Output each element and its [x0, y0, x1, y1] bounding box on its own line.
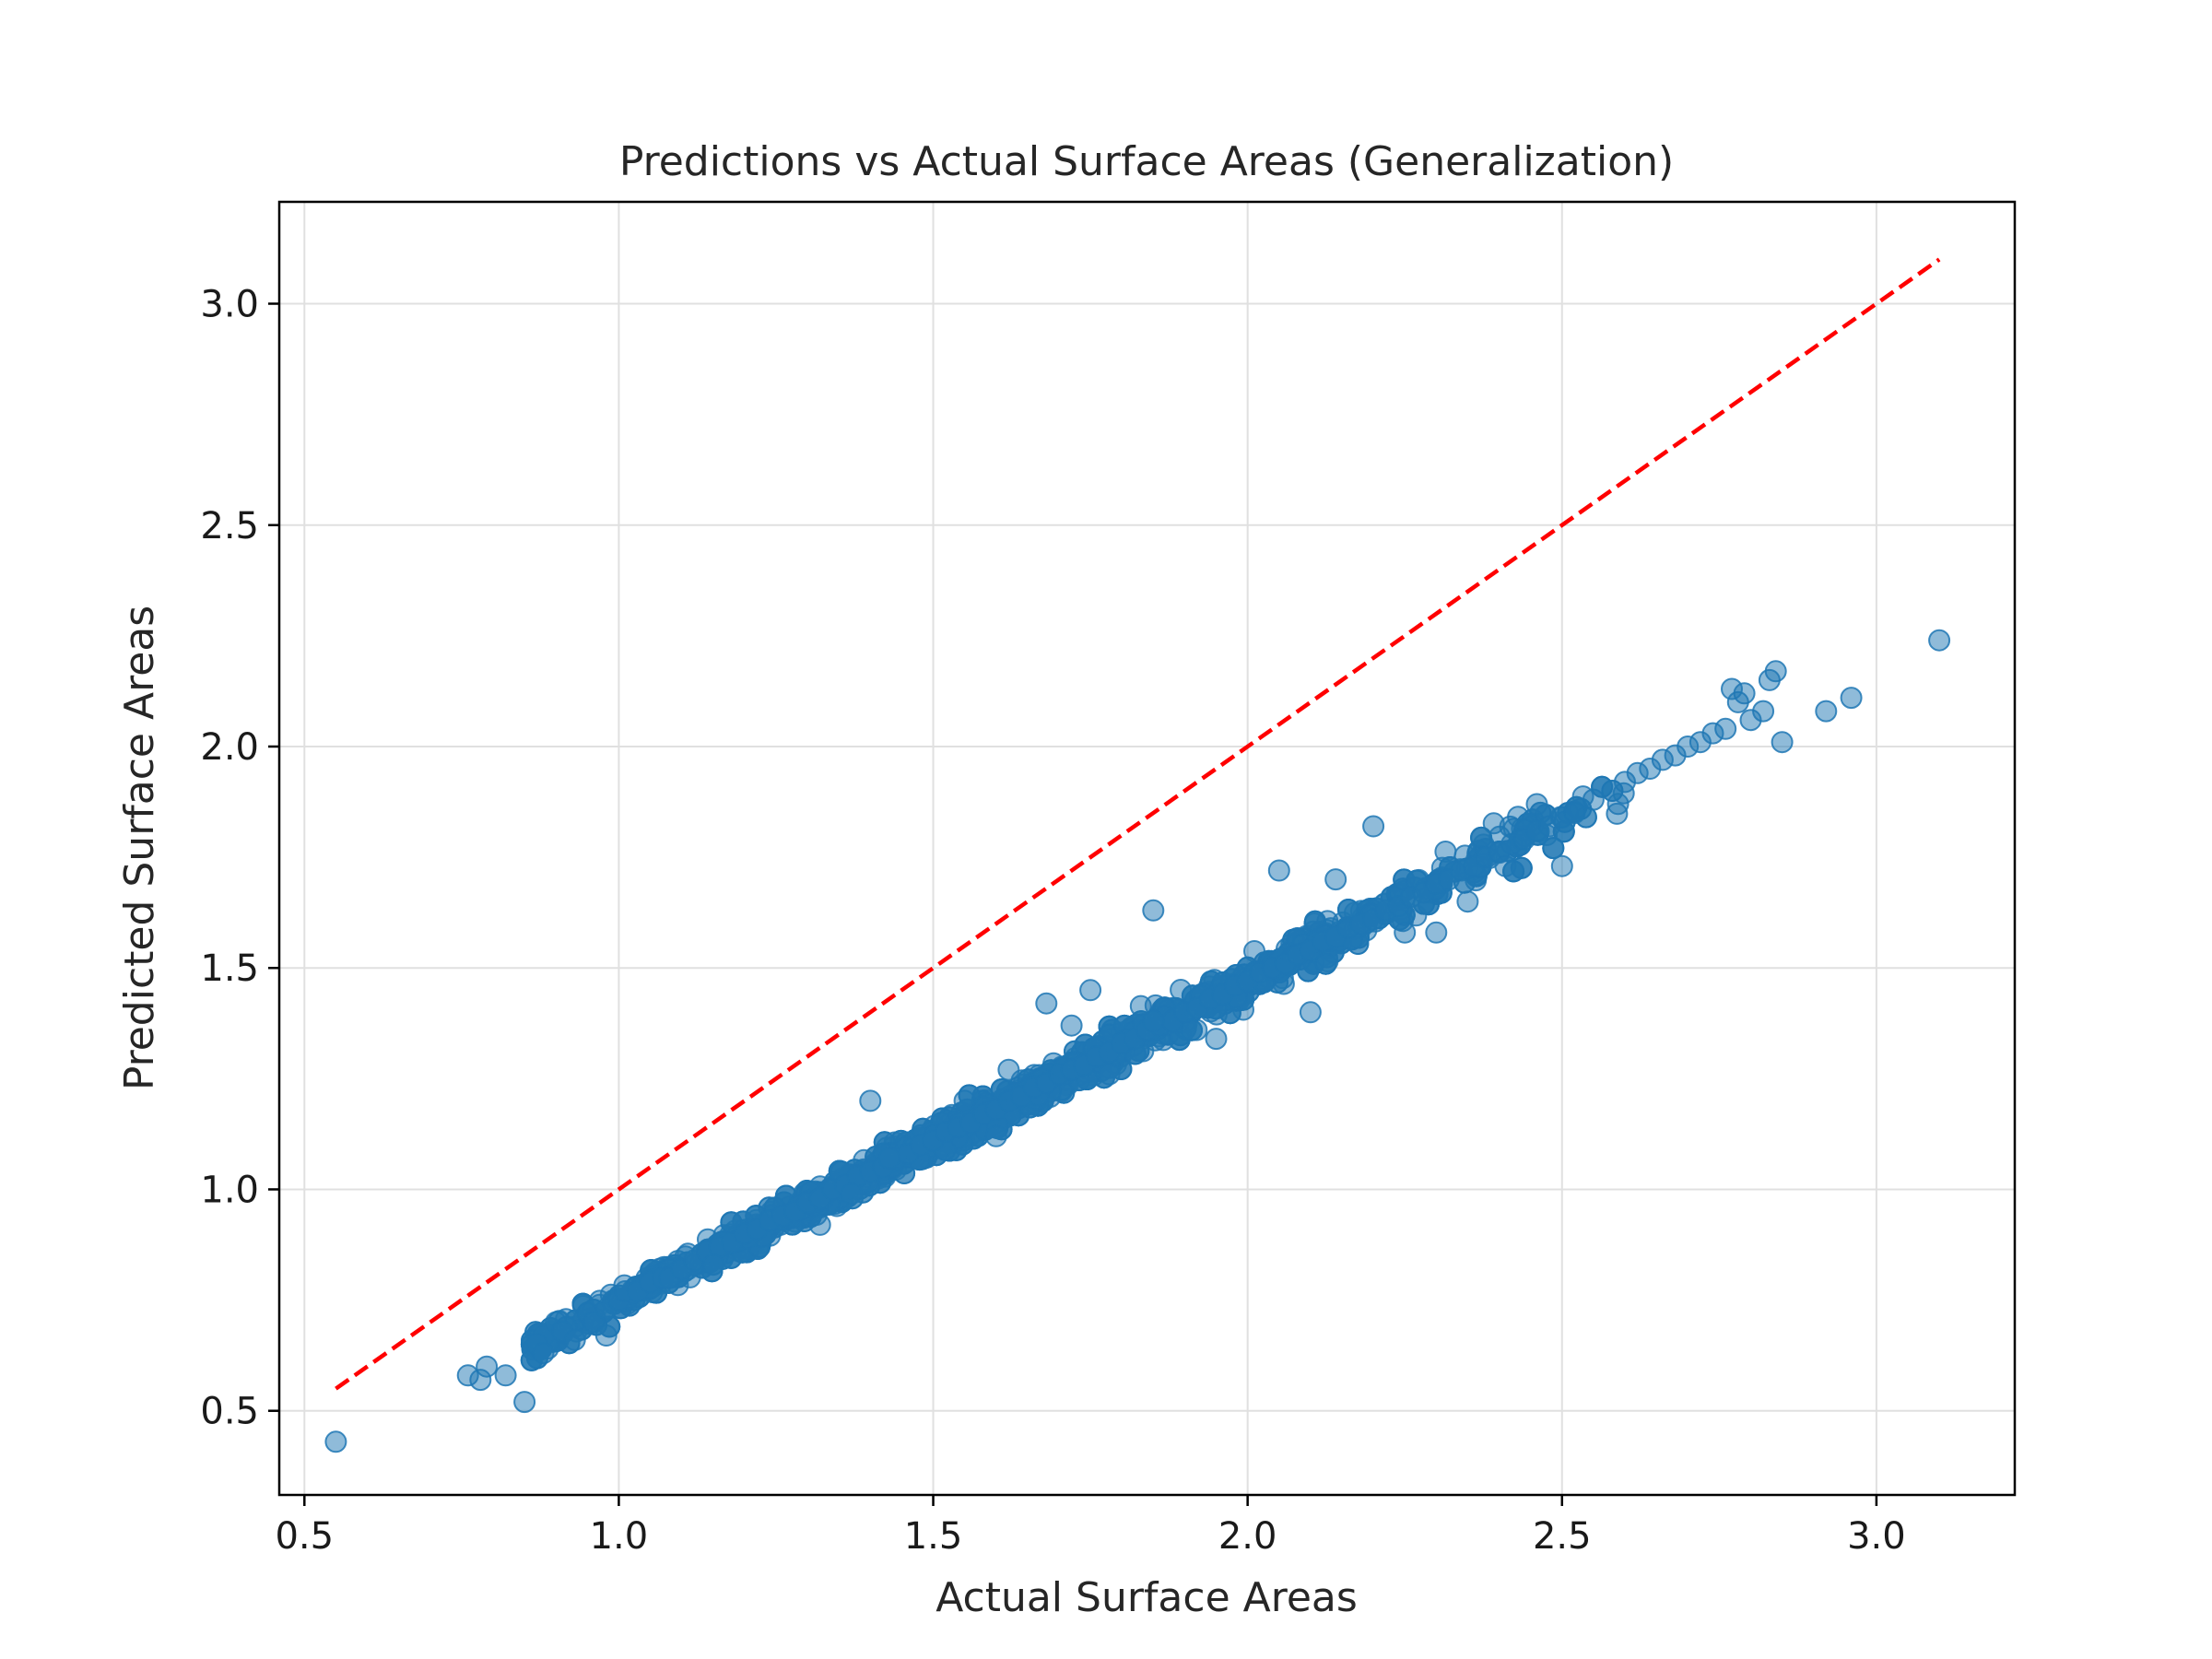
- y-axis-ticks: 0.5 1.0 1.5 2.0 2.5 3.0: [200, 284, 279, 1433]
- data-point: [1314, 952, 1337, 975]
- data-point: [808, 1213, 831, 1236]
- data-point: [859, 1089, 882, 1112]
- data-point: [1525, 793, 1548, 816]
- data-point: [1142, 899, 1165, 922]
- data-point: [563, 1328, 586, 1351]
- y-tick-label: 1.0: [200, 1169, 259, 1211]
- data-point: [1542, 837, 1565, 860]
- data-point: [1815, 700, 1838, 723]
- data-point: [701, 1253, 724, 1277]
- data-point: [1550, 854, 1573, 877]
- data-point: [324, 1430, 347, 1453]
- y-tick-label: 3.0: [200, 284, 259, 326]
- data-point: [476, 1355, 499, 1378]
- data-point: [1470, 826, 1493, 849]
- plot-frame: [277, 200, 2017, 1497]
- data-point: [840, 1182, 863, 1206]
- x-tick-label: 2.0: [1218, 1515, 1277, 1558]
- data-point: [1606, 802, 1629, 825]
- reference-line: [335, 257, 1941, 1391]
- data-point: [1079, 979, 1102, 1002]
- y-axis-label: Predicted Surface Areas: [116, 606, 163, 1090]
- data-point: [594, 1324, 618, 1347]
- identity-line: [335, 257, 1941, 1391]
- x-tick-label: 1.0: [590, 1515, 649, 1558]
- scatter-points: [324, 629, 1951, 1453]
- data-point: [1582, 788, 1605, 811]
- data-point: [1098, 1063, 1121, 1086]
- data-point: [1494, 854, 1517, 877]
- x-axis-ticks: 0.5 1.0 1.5 2.0 2.5 3.0: [275, 1495, 1906, 1558]
- data-point: [1394, 921, 1417, 944]
- data-point: [1456, 890, 1479, 913]
- data-point: [1714, 717, 1737, 740]
- data-point: [1205, 1028, 1228, 1051]
- data-point: [1425, 921, 1448, 944]
- data-point: [1840, 687, 1863, 710]
- data-point: [1764, 660, 1787, 683]
- x-tick-label: 2.5: [1533, 1515, 1592, 1558]
- data-point: [953, 1089, 976, 1112]
- data-point: [1752, 700, 1775, 723]
- x-tick-label: 3.0: [1847, 1515, 1906, 1558]
- x-tick-label: 0.5: [275, 1515, 334, 1558]
- y-tick-label: 2.5: [200, 505, 259, 547]
- y-tick-label: 0.5: [200, 1391, 259, 1433]
- data-point: [494, 1364, 517, 1387]
- chart-title: Predictions vs Actual Surface Areas (Gen…: [619, 138, 1674, 185]
- data-point: [1267, 859, 1290, 882]
- data-point: [1771, 731, 1794, 754]
- grid-lines: [279, 202, 2015, 1495]
- data-point: [997, 1058, 1020, 1081]
- data-point: [582, 1311, 606, 1334]
- data-point: [1563, 802, 1586, 825]
- data-point: [1733, 682, 1756, 705]
- y-tick-label: 2.0: [200, 726, 259, 769]
- data-point: [1142, 1009, 1165, 1032]
- x-axis-label: Actual Surface Areas: [935, 1574, 1358, 1621]
- x-tick-label: 1.5: [904, 1515, 963, 1558]
- data-point: [1928, 629, 1951, 652]
- data-point: [1299, 1001, 1322, 1024]
- y-tick-label: 1.5: [200, 947, 259, 990]
- data-point: [1362, 815, 1385, 838]
- data-point: [984, 1124, 1007, 1147]
- data-point: [513, 1391, 536, 1414]
- data-point: [1060, 1014, 1083, 1037]
- data-point: [877, 1147, 900, 1170]
- data-point: [1035, 992, 1058, 1015]
- data-point: [1324, 868, 1347, 891]
- data-point: [532, 1342, 555, 1365]
- data-point: [1601, 780, 1624, 802]
